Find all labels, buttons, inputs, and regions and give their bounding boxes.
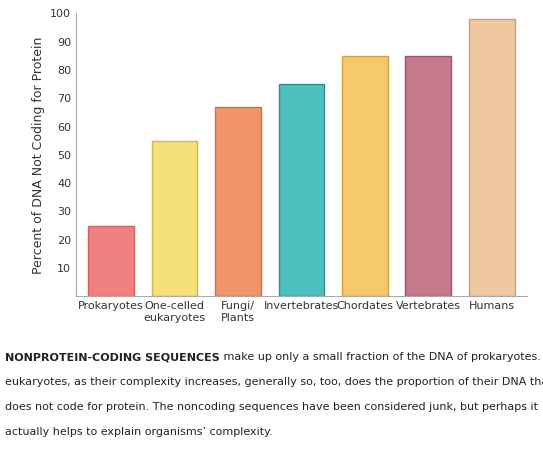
Bar xyxy=(406,56,451,296)
Bar xyxy=(342,56,388,296)
Text: does not code for protein. The noncoding sequences have been considered junk, bu: does not code for protein. The noncoding… xyxy=(5,402,539,412)
Bar xyxy=(215,107,261,296)
Text: eukaryotes, as their complexity increases, generally so, too, does the proportio: eukaryotes, as their complexity increase… xyxy=(5,377,543,387)
Text: make up only a small fraction of the DNA of prokaryotes. Among: make up only a small fraction of the DNA… xyxy=(220,352,543,362)
Y-axis label: Percent of DNA Not Coding for Protein: Percent of DNA Not Coding for Protein xyxy=(31,36,45,273)
Bar xyxy=(88,225,134,296)
Bar xyxy=(151,141,197,296)
Text: NONPROTEIN-CODING SEQUENCES: NONPROTEIN-CODING SEQUENCES xyxy=(5,352,220,362)
Bar xyxy=(469,19,515,296)
Text: actually helps to explain organisms’ complexity.: actually helps to explain organisms’ com… xyxy=(5,427,273,436)
Bar xyxy=(279,84,324,296)
